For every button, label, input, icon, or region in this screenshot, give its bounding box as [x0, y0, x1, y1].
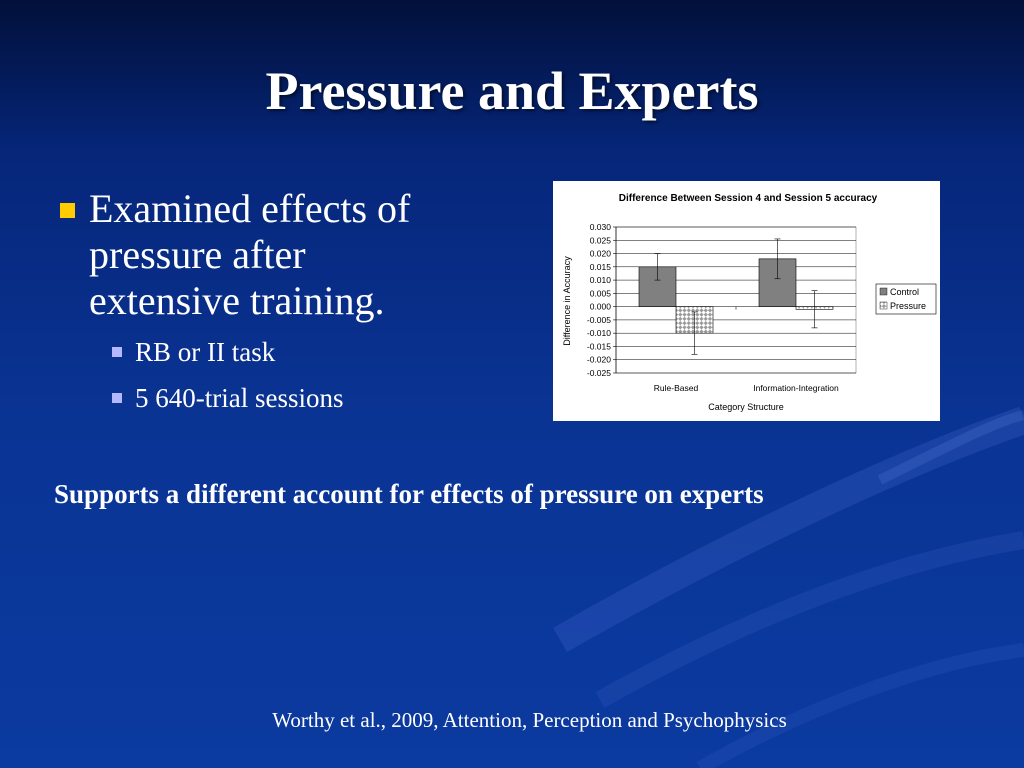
bullet-line: Examined effects of [89, 186, 411, 231]
y-tick-label: -0.020 [587, 355, 611, 365]
legend: Control Pressure [875, 283, 937, 315]
bar-chart: Difference Between Session 4 and Session… [562, 193, 937, 412]
legend-swatch-pressure [879, 301, 888, 310]
legend-swatch-control [879, 287, 888, 296]
sub-bullet-text: RB or II task [135, 337, 276, 367]
bullet-item: Examined effects of pressure after exten… [60, 186, 500, 324]
chart-title: Difference Between Session 4 and Session… [619, 193, 878, 204]
y-tick-label: 0.025 [590, 235, 612, 245]
y-axis-title: Difference in Accuracy [562, 256, 572, 346]
bullet-list: Examined effects of pressure after exten… [60, 186, 500, 416]
bar-control-rule-based [638, 266, 677, 307]
y-tick-label: -0.015 [587, 341, 611, 351]
x-tick-label: Rule-Based [654, 383, 699, 393]
y-tick-label: 0.015 [590, 262, 612, 272]
sub-bullet-text: 5 640-trial sessions [135, 383, 344, 413]
slide-title: Pressure and Experts [265, 61, 759, 121]
sub-bullet-item: 5 640-trial sessions [112, 380, 500, 416]
y-tick-label: 0.010 [590, 275, 612, 285]
bullet-line: pressure after [89, 232, 306, 277]
y-tick-label: 0.000 [590, 302, 612, 312]
x-axis-title: Category Structure [708, 402, 784, 412]
legend-label-control: Control [890, 287, 919, 297]
citation: Worthy et al., 2009, Attention, Percepti… [272, 708, 787, 732]
bullet-line: extensive training. [89, 278, 385, 323]
legend-label-pressure: Pressure [890, 301, 926, 311]
y-tick-label: 0.005 [590, 288, 612, 298]
y-tick-label: -0.010 [587, 328, 611, 338]
support-statement: Supports a different account for effects… [54, 479, 764, 509]
y-tick-label: 0.030 [590, 222, 612, 232]
sub-bullet-item: RB or II task [112, 334, 500, 370]
y-tick-label: -0.025 [587, 368, 611, 378]
bullet-text: Examined effects of pressure after exten… [89, 186, 410, 324]
y-tick-label: 0.020 [590, 249, 612, 259]
y-tick-label: -0.005 [587, 315, 611, 325]
x-tick-label: Information-Integration [753, 383, 839, 393]
chart-panel: Difference Between Session 4 and Session… [553, 181, 940, 421]
square-sub-bullet-icon [112, 393, 122, 403]
square-bullet-icon [60, 203, 75, 218]
square-sub-bullet-icon [112, 347, 122, 357]
